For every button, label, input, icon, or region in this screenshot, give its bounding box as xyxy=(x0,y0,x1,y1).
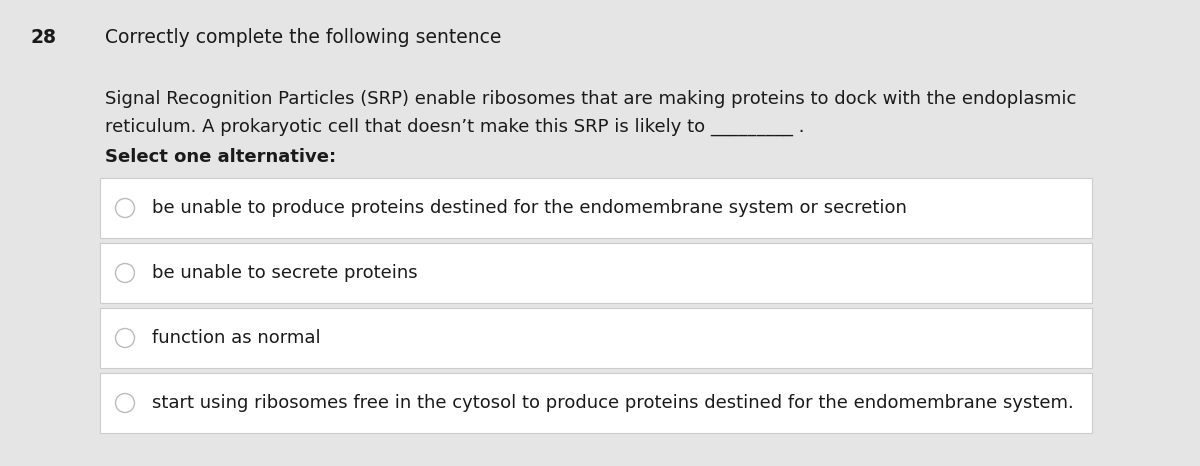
Circle shape xyxy=(115,393,134,412)
Text: Select one alternative:: Select one alternative: xyxy=(106,148,336,166)
Circle shape xyxy=(115,199,134,218)
FancyBboxPatch shape xyxy=(100,373,1092,433)
Text: Signal Recognition Particles (SRP) enable ribosomes that are making proteins to : Signal Recognition Particles (SRP) enabl… xyxy=(106,90,1076,108)
Text: be unable to secrete proteins: be unable to secrete proteins xyxy=(152,264,418,282)
FancyBboxPatch shape xyxy=(100,308,1092,368)
Text: start using ribosomes free in the cytosol to produce proteins destined for the e: start using ribosomes free in the cytoso… xyxy=(152,394,1074,412)
Text: be unable to produce proteins destined for the endomembrane system or secretion: be unable to produce proteins destined f… xyxy=(152,199,907,217)
Circle shape xyxy=(115,263,134,282)
Text: function as normal: function as normal xyxy=(152,329,320,347)
FancyBboxPatch shape xyxy=(100,178,1092,238)
Text: Correctly complete the following sentence: Correctly complete the following sentenc… xyxy=(106,28,502,47)
Text: 28: 28 xyxy=(30,28,56,47)
Text: reticulum. A prokaryotic cell that doesn’t make this SRP is likely to _________ : reticulum. A prokaryotic cell that doesn… xyxy=(106,118,804,136)
Circle shape xyxy=(115,329,134,348)
FancyBboxPatch shape xyxy=(100,243,1092,303)
